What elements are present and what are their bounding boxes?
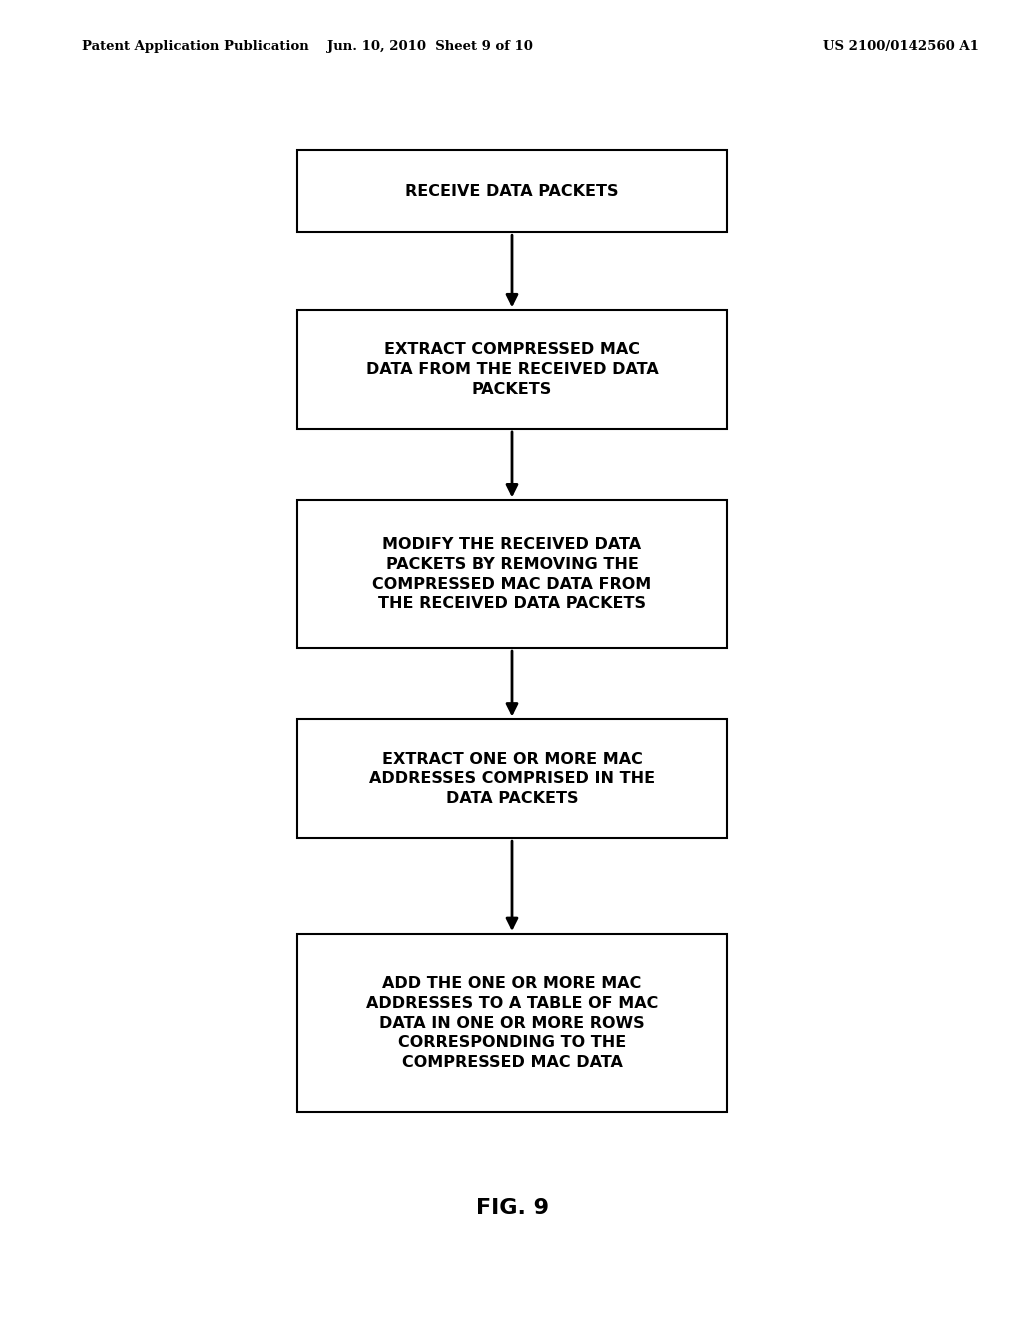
Text: MODIFY THE RECEIVED DATA
PACKETS BY REMOVING THE
COMPRESSED MAC DATA FROM
THE RE: MODIFY THE RECEIVED DATA PACKETS BY REMO… xyxy=(373,537,651,611)
Text: FIG. 9: FIG. 9 xyxy=(475,1197,549,1218)
Text: Patent Application Publication: Patent Application Publication xyxy=(82,40,308,53)
FancyBboxPatch shape xyxy=(297,500,727,648)
FancyBboxPatch shape xyxy=(297,310,727,429)
Text: EXTRACT COMPRESSED MAC
DATA FROM THE RECEIVED DATA
PACKETS: EXTRACT COMPRESSED MAC DATA FROM THE REC… xyxy=(366,342,658,397)
Text: Jun. 10, 2010  Sheet 9 of 10: Jun. 10, 2010 Sheet 9 of 10 xyxy=(327,40,534,53)
FancyBboxPatch shape xyxy=(297,150,727,232)
Text: RECEIVE DATA PACKETS: RECEIVE DATA PACKETS xyxy=(406,183,618,199)
Text: US 2100/0142560 A1: US 2100/0142560 A1 xyxy=(823,40,979,53)
FancyBboxPatch shape xyxy=(297,935,727,1111)
Text: EXTRACT ONE OR MORE MAC
ADDRESSES COMPRISED IN THE
DATA PACKETS: EXTRACT ONE OR MORE MAC ADDRESSES COMPRI… xyxy=(369,751,655,807)
FancyBboxPatch shape xyxy=(297,719,727,838)
Text: ADD THE ONE OR MORE MAC
ADDRESSES TO A TABLE OF MAC
DATA IN ONE OR MORE ROWS
COR: ADD THE ONE OR MORE MAC ADDRESSES TO A T… xyxy=(366,975,658,1071)
